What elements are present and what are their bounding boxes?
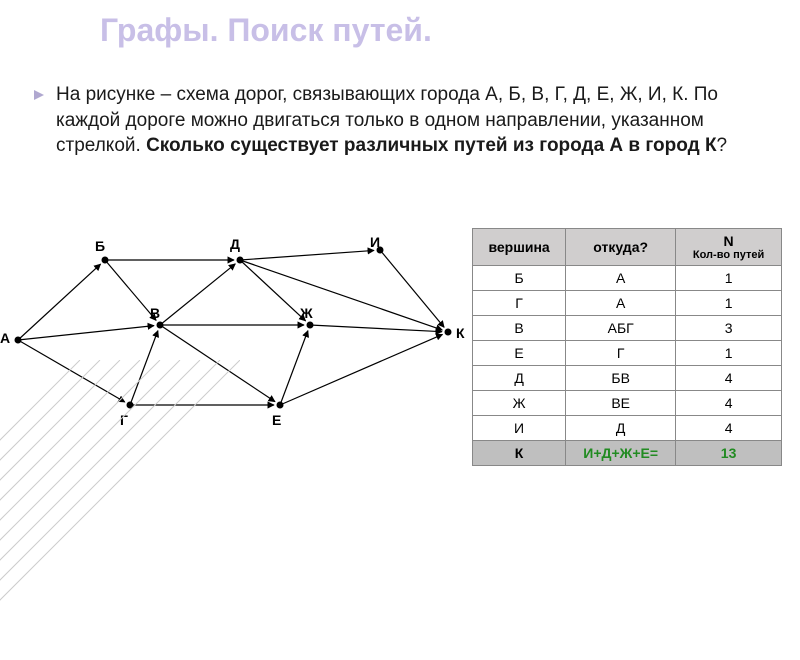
edge [105, 260, 156, 320]
answer-cell: К [473, 441, 566, 466]
node [237, 257, 244, 264]
table-cell: Г [566, 341, 676, 366]
table-cell: Ж [473, 391, 566, 416]
node [277, 402, 284, 409]
table-cell: А [566, 291, 676, 316]
edge [18, 326, 154, 340]
node-label: Ж [300, 305, 313, 321]
node [445, 329, 452, 336]
slide-title: Графы. Поиск путей. [100, 12, 760, 49]
edge [280, 334, 442, 405]
table-cell: Д [566, 416, 676, 441]
bullet-icon [34, 90, 44, 100]
answer-cell: И+Д+Ж+Е= [566, 441, 676, 466]
paths-table: вершина откуда? N Кол-во путей БА1ГА1ВАБ… [472, 228, 782, 466]
th-n: N Кол-во путей [676, 229, 782, 266]
node-label: Е [272, 412, 281, 428]
th-n-top: N [682, 233, 775, 249]
edge [380, 250, 444, 327]
table-row: ИД4 [473, 416, 782, 441]
table-cell: Е [473, 341, 566, 366]
node [307, 322, 314, 329]
table-cell: Г [473, 291, 566, 316]
edge [240, 260, 306, 321]
table-cell: 4 [676, 416, 782, 441]
table-cell: БВ [566, 366, 676, 391]
node-label: И [370, 234, 380, 250]
table-cell: ВЕ [566, 391, 676, 416]
node [102, 257, 109, 264]
table-row: ДБВ4 [473, 366, 782, 391]
edge [240, 260, 442, 330]
table-cell: В [473, 316, 566, 341]
edge [280, 331, 308, 405]
edge [240, 250, 374, 260]
problem-text: На рисунке – схема дорог, связывающих го… [56, 82, 760, 159]
table-row: БА1 [473, 266, 782, 291]
node [15, 337, 22, 344]
table-cell: 3 [676, 316, 782, 341]
table-cell: А [566, 266, 676, 291]
table-cell: 1 [676, 291, 782, 316]
table-row: ВАБГ3 [473, 316, 782, 341]
th-n-bot: Кол-во путей [682, 249, 775, 261]
table-cell: АБГ [566, 316, 676, 341]
edge [310, 325, 442, 332]
answer-row: КИ+Д+Ж+Е=13 [473, 441, 782, 466]
corner-decor [0, 360, 240, 660]
node [157, 322, 164, 329]
edge [160, 264, 235, 325]
table-cell: 1 [676, 341, 782, 366]
table: вершина откуда? N Кол-во путей БА1ГА1ВАБ… [472, 228, 782, 466]
edge [18, 264, 101, 340]
node-label: А [0, 330, 10, 346]
th-from: откуда? [566, 229, 676, 266]
table-cell: 4 [676, 391, 782, 416]
table-row: ЕГ1 [473, 341, 782, 366]
problem-qmark: ? [717, 135, 728, 156]
table-cell: 4 [676, 366, 782, 391]
table-cell: 1 [676, 266, 782, 291]
table-row: ЖВЕ4 [473, 391, 782, 416]
node-label: В [150, 305, 160, 321]
node-label: Д [230, 236, 240, 252]
problem-bold: Сколько существует различных путей из го… [146, 135, 716, 156]
table-cell: Б [473, 266, 566, 291]
node-label: Б [95, 238, 105, 254]
table-cell: И [473, 416, 566, 441]
table-row: ГА1 [473, 291, 782, 316]
table-header-row: вершина откуда? N Кол-во путей [473, 229, 782, 266]
table-cell: Д [473, 366, 566, 391]
answer-cell: 13 [676, 441, 782, 466]
node-label: К [456, 325, 465, 341]
th-vertex: вершина [473, 229, 566, 266]
